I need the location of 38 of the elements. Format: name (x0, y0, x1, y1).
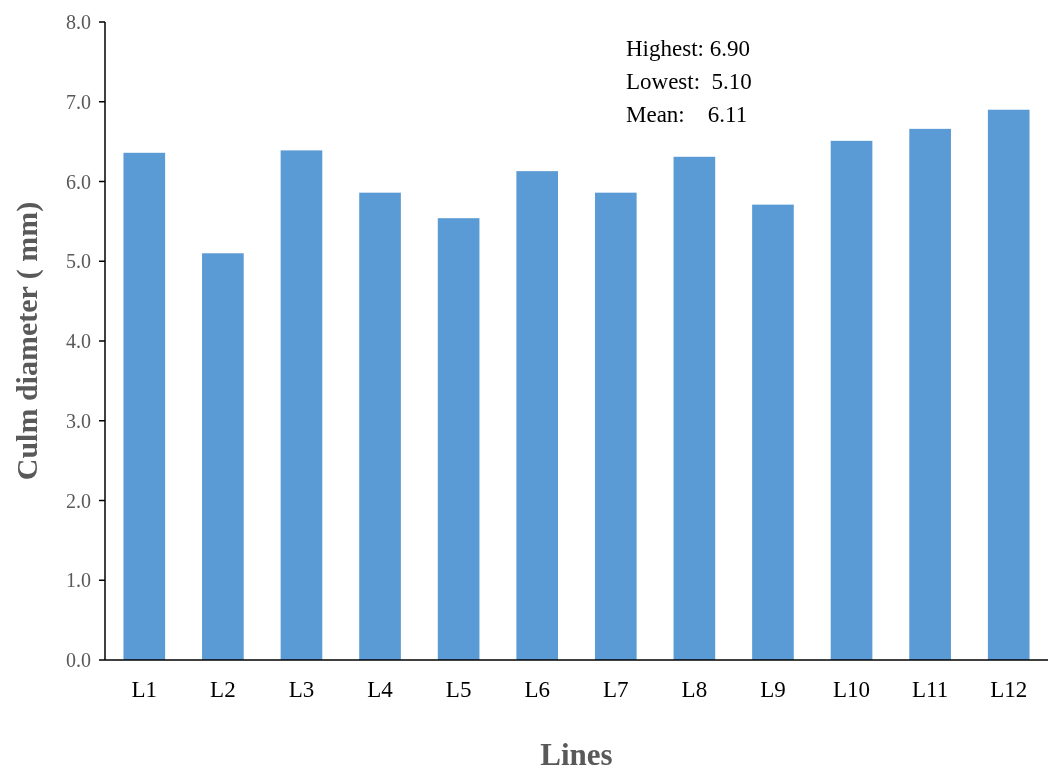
x-tick-label: L12 (990, 677, 1028, 702)
annotation: Highest: 6.90 (626, 36, 750, 61)
bar (280, 150, 323, 660)
bar (594, 192, 637, 660)
x-tick-label: L1 (131, 677, 158, 702)
bar (909, 128, 951, 660)
x-tick-label: L7 (603, 677, 629, 702)
bar (437, 218, 480, 660)
bar (123, 152, 166, 660)
bar (830, 140, 873, 660)
y-tick-label: 5.0 (66, 250, 91, 273)
x-tick-label: L2 (210, 677, 236, 702)
y-tick-label: 2.0 (66, 489, 91, 512)
annotation: Mean: 6.11 (626, 102, 748, 127)
y-axis-title: Culm diameter ( mm) (10, 201, 44, 481)
x-axis-title: Lines (540, 737, 613, 772)
x-tick-label: L8 (681, 677, 708, 702)
bar (202, 253, 244, 660)
y-tick-label: 7.0 (66, 90, 91, 113)
x-tick-label: L3 (288, 677, 315, 702)
y-tick-label: 0.0 (66, 649, 91, 671)
y-tick-label: 4.0 (66, 330, 91, 352)
y-tick-label: 6.0 (66, 170, 91, 193)
x-tick-label: L4 (367, 677, 394, 702)
y-tick-label: 1.0 (66, 569, 91, 592)
y-tick-label: 3.0 (66, 409, 91, 432)
bar (359, 192, 401, 660)
x-tick-label: L5 (445, 677, 472, 702)
bar (673, 156, 716, 660)
x-tick-label: L9 (760, 677, 786, 702)
x-tick-label: L10 (833, 677, 871, 702)
x-tick-label: L11 (912, 677, 949, 702)
x-tick-label: L6 (524, 677, 550, 702)
bar (752, 204, 794, 660)
annotation: Lowest: 5.10 (626, 69, 752, 94)
bar (987, 109, 1030, 660)
y-tick-label: 8.0 (66, 11, 91, 33)
bar (516, 171, 559, 660)
